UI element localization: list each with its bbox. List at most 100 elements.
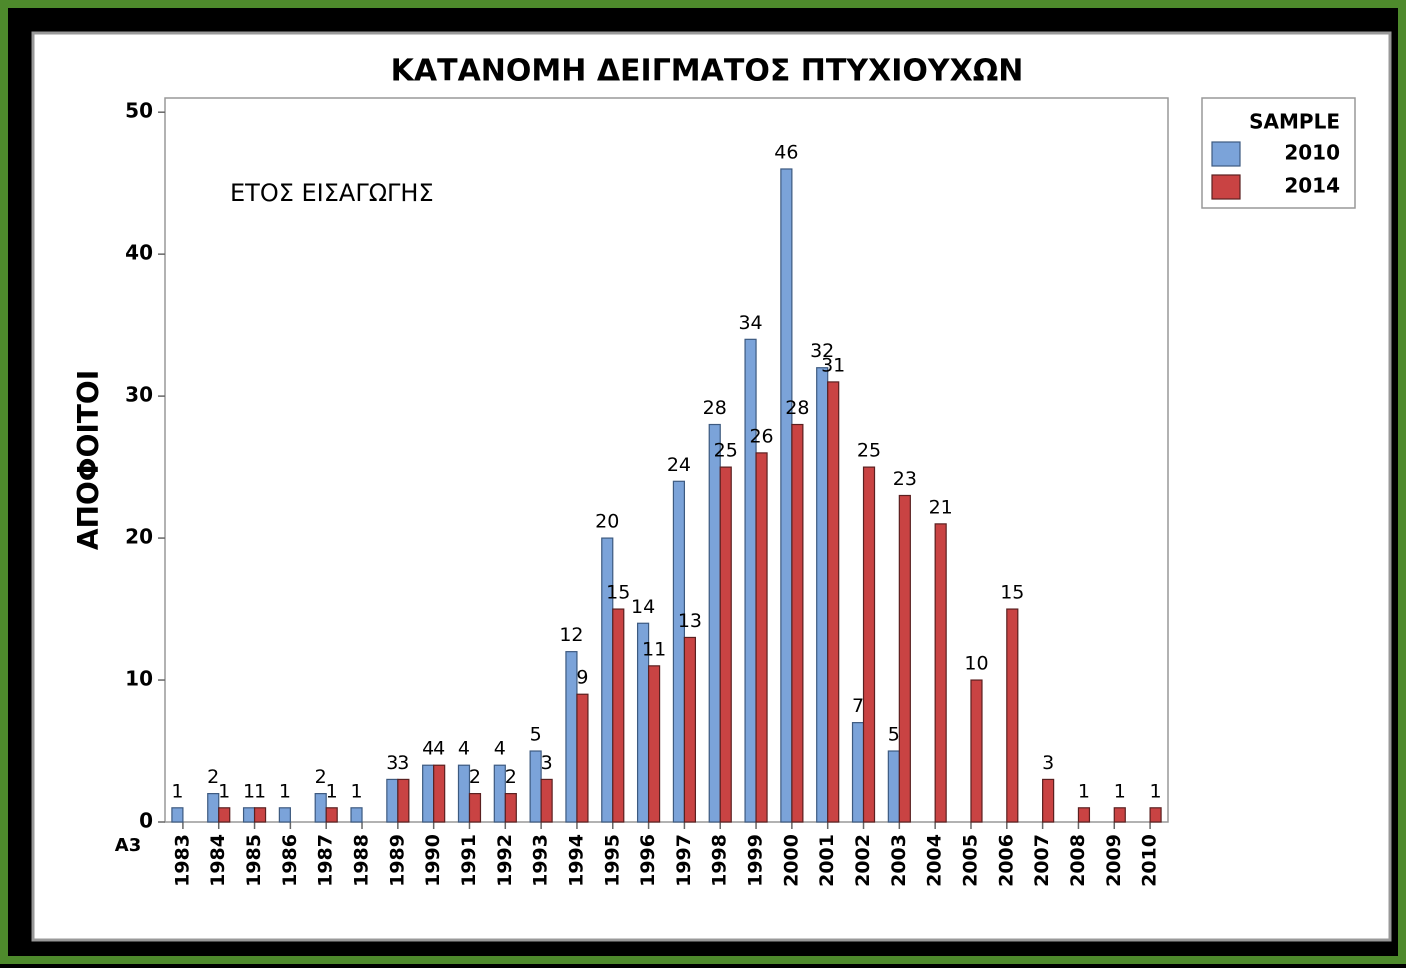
x-tick-label: 1985: [243, 834, 265, 887]
x-tick-label: 2006: [995, 834, 1017, 887]
bar: [612, 608, 625, 823]
bar: [744, 338, 757, 823]
value-label: 3: [541, 752, 553, 774]
value-label: 11: [642, 638, 666, 660]
value-label: 1: [326, 780, 338, 802]
bar: [719, 466, 732, 823]
bar: [171, 807, 184, 823]
y-tick-label: 0: [139, 809, 153, 833]
bar: [780, 168, 793, 823]
x-axis-label: A3: [115, 835, 141, 856]
bar: [672, 480, 686, 823]
value-label: 15: [606, 582, 630, 604]
bar: [433, 764, 446, 823]
bar: [325, 807, 338, 823]
bar: [970, 679, 983, 823]
value-label: 3: [397, 752, 409, 774]
bar: [493, 764, 506, 823]
value-label: 1: [218, 780, 230, 802]
bar: [934, 523, 947, 823]
bar: [1042, 778, 1055, 823]
value-label: 25: [714, 440, 738, 462]
bar: [1006, 608, 1019, 823]
value-label: 4: [458, 738, 470, 760]
value-label: 12: [559, 624, 583, 646]
x-tick-label: 1999: [745, 834, 767, 887]
bar: [1113, 807, 1126, 823]
value-label: 25: [857, 440, 881, 462]
bar: [350, 807, 363, 823]
value-label: 1: [1150, 780, 1162, 802]
y-tick-label: 10: [125, 667, 153, 691]
x-tick-label: 1991: [458, 834, 480, 887]
bar: [647, 665, 661, 823]
bar: [887, 750, 900, 823]
value-label: 4: [433, 738, 445, 760]
annotation: ΕΤΟΣ ΕΙΣΑΓΩΓΗΣ: [230, 179, 434, 207]
legend-swatch: [1211, 174, 1241, 200]
bar: [1077, 807, 1091, 823]
x-tick-label: 1994: [565, 834, 587, 887]
value-label: 4: [494, 738, 506, 760]
value-label: 14: [631, 596, 655, 618]
value-label: 28: [703, 397, 727, 419]
value-label: 1: [1078, 780, 1090, 802]
bar: [278, 807, 291, 823]
x-tick-label: 1983: [171, 834, 193, 887]
x-tick-label: 1990: [422, 834, 444, 887]
y-tick-label: 50: [125, 99, 153, 123]
legend-title: SAMPLE: [1249, 110, 1340, 134]
chart-title: ΚΑΤΑΝΟΜΗ ΔΕΙΓΜΑΤΟΣ ΠΤΥΧΙΟΥΧΩΝ: [391, 54, 1024, 89]
value-label: 23: [893, 468, 917, 490]
value-label: 32: [810, 340, 834, 362]
y-tick-label: 20: [125, 525, 153, 549]
x-tick-label: 1993: [530, 834, 552, 887]
value-label: 1: [254, 780, 266, 802]
bar: [218, 807, 231, 823]
value-label: 31: [821, 354, 845, 376]
x-tick-label: 2002: [852, 834, 874, 887]
bar: [422, 764, 435, 823]
x-tick-label: 2008: [1067, 834, 1089, 887]
x-tick-label: 1998: [709, 834, 731, 887]
x-tick-label: 2009: [1103, 834, 1125, 887]
bar: [207, 793, 220, 823]
bar: [504, 793, 517, 823]
value-label: 13: [678, 610, 702, 632]
value-label: 1: [1114, 780, 1126, 802]
legend-label: 2014: [1284, 174, 1340, 198]
value-label: 21: [929, 496, 953, 518]
value-label: 26: [749, 425, 773, 447]
bar: [816, 367, 829, 823]
bar: [708, 423, 721, 823]
plot-area: [164, 97, 1169, 823]
bar: [1149, 807, 1162, 823]
x-tick-label: 2004: [924, 834, 946, 887]
bar: [791, 423, 804, 823]
x-tick-label: 1989: [386, 834, 408, 887]
x-tick-label: 1988: [351, 834, 373, 887]
bar: [242, 807, 256, 823]
value-label: 1: [350, 780, 362, 802]
value-label: 1: [171, 780, 183, 802]
y-tick-label: 30: [125, 383, 153, 407]
x-tick-label: 2001: [816, 834, 838, 887]
value-label: 15: [1000, 582, 1024, 604]
value-label: 2: [207, 766, 219, 788]
bar: [827, 381, 840, 823]
y-tick-label: 40: [125, 241, 153, 265]
bar: [565, 651, 578, 823]
bar: [898, 494, 911, 823]
x-tick-label: 1992: [494, 834, 516, 887]
x-tick-label: 1997: [673, 834, 695, 887]
bar: [683, 636, 697, 823]
bar: [529, 750, 542, 823]
bar: [397, 778, 410, 823]
x-tick-label: 2000: [780, 834, 802, 887]
value-label: 28: [785, 397, 809, 419]
x-tick-label: 1986: [279, 834, 301, 887]
bar: [457, 764, 471, 823]
x-tick-label: 2007: [1031, 834, 1053, 887]
